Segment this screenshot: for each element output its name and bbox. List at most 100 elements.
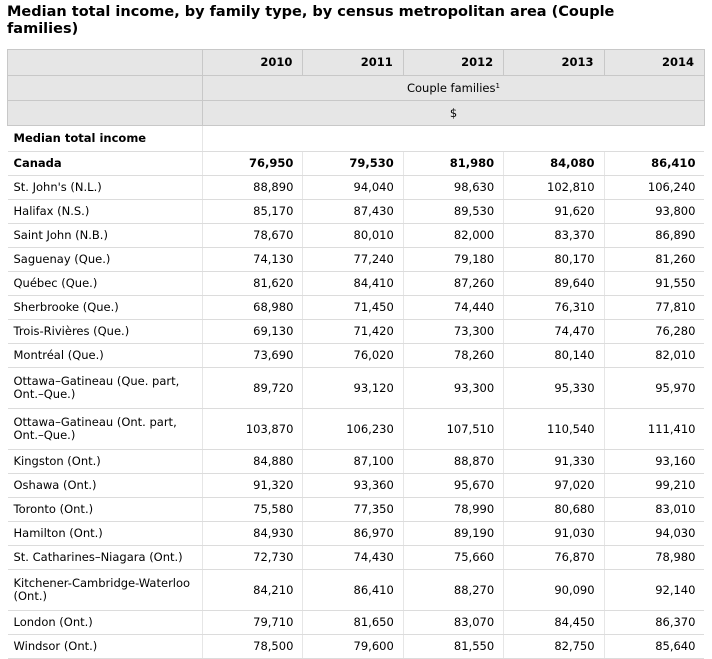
value-cell-2013: 89,640 — [503, 271, 605, 296]
row-label: Toronto (Ont.) — [7, 497, 203, 522]
value-cell-2014: 95,970 — [603, 367, 705, 409]
value-cell-2013: 110,540 — [503, 408, 605, 450]
family-type-label: Couple families — [406, 80, 496, 95]
value-cell-2011: 93,120 — [302, 367, 404, 409]
value-cell-2010: 78,670 — [201, 223, 303, 248]
value-cell-2010: 88,890 — [201, 175, 303, 200]
year-header-row: 2010 2011 2012 2013 2014 — [7, 49, 705, 76]
income-table: 2010 2011 2012 2013 2014 Couple families… — [7, 49, 705, 659]
value-cell-2010: 68,980 — [201, 295, 303, 320]
page-title: Median total income, by family type, by … — [7, 4, 615, 37]
value-cell-2011: 74,430 — [302, 545, 404, 570]
value-cell-2012: 88,270 — [402, 569, 504, 611]
value-cell-2014: 76,280 — [603, 319, 705, 344]
value-cell-2013: 97,020 — [503, 473, 605, 498]
row-label: Ottawa–Gatineau (Que. part, Ont.–Que.) — [7, 367, 203, 409]
row-label: St. Catharines–Niagara (Ont.) — [7, 545, 203, 570]
value-cell-2014: 111,410 — [603, 408, 705, 450]
value-cell-2014: 86,890 — [603, 223, 705, 248]
unit-header-row: $ — [7, 100, 705, 126]
header-blank-cell — [7, 75, 203, 101]
value-cell-2012: 75,660 — [402, 545, 504, 570]
value-cell-2013: 74,470 — [503, 319, 605, 344]
value-cell-2014: 92,140 — [603, 569, 705, 611]
value-cell-2011: 84,410 — [302, 271, 404, 296]
value-cell-2011: 76,020 — [302, 343, 404, 368]
value-cell-2010: 91,320 — [201, 473, 303, 498]
value-cell-2014: 106,240 — [603, 175, 705, 200]
value-cell-2013: 76,870 — [503, 545, 605, 570]
value-cell-2012: 78,990 — [402, 497, 504, 522]
value-cell-2010: 89,720 — [201, 367, 303, 409]
value-cell-2011: 81,650 — [302, 610, 404, 635]
table-row: Kingston (Ont.) 84,880 87,100 88,870 91,330 9… — [7, 449, 705, 474]
header-corner-cell — [7, 49, 203, 76]
value-cell-2014: 91,550 — [603, 271, 705, 296]
row-label: Saguenay (Que.) — [7, 247, 203, 272]
table-row: Canada 76,950 79,530 81,980 84,080 86,410 — [7, 151, 705, 176]
value-cell-2013: 90,090 — [503, 569, 605, 611]
value-cell-2014: 86,370 — [603, 610, 705, 635]
value-cell-2013: 82,750 — [503, 634, 605, 659]
row-label: Windsor (Ont.) — [7, 634, 203, 659]
value-cell-2012: 87,260 — [402, 271, 504, 296]
value-cell-2014: 93,800 — [603, 199, 705, 224]
value-cell-2014: 82,010 — [603, 343, 705, 368]
value-cell-2014: 77,810 — [603, 295, 705, 320]
header-blank-cell — [7, 100, 203, 126]
value-cell-2012: 89,190 — [402, 521, 504, 546]
value-cell-2012: 89,530 — [402, 199, 504, 224]
value-cell-2012: 79,180 — [402, 247, 504, 272]
table-row: Sherbrooke (Que.) 68,980 71,450 74,440 76,31… — [7, 295, 705, 320]
row-label: Kingston (Ont.) — [7, 449, 203, 474]
table-row: Montréal (Que.) 73,690 76,020 78,260 80,140 8… — [7, 343, 705, 368]
value-cell-2011: 79,530 — [302, 151, 404, 176]
family-type-header-row: Couple families1 — [7, 75, 705, 101]
value-cell-2012: 73,300 — [402, 319, 504, 344]
value-cell-2010: 76,950 — [201, 151, 303, 176]
value-cell-2014: 78,980 — [603, 545, 705, 570]
table-row: Trois-Rivières (Que.) 69,130 71,420 73,300 7… — [7, 319, 705, 344]
table-row: Toronto (Ont.) 75,580 77,350 78,990 80,680 83… — [7, 497, 705, 522]
table-row: Ottawa–Gatineau (Ont. part, Ont.–Que.) 10… — [7, 408, 705, 450]
value-cell-2010: 81,620 — [201, 271, 303, 296]
value-cell-2010: 74,130 — [201, 247, 303, 272]
value-cell-2011: 77,350 — [302, 497, 404, 522]
row-label: Canada — [7, 151, 203, 176]
column-header-2013: 2013 — [503, 49, 605, 76]
value-cell-2011: 79,600 — [302, 634, 404, 659]
value-cell-2011: 80,010 — [302, 223, 404, 248]
value-cell-2013: 95,330 — [503, 367, 605, 409]
value-cell-2014: 85,640 — [603, 634, 705, 659]
section-label: Median total income — [7, 125, 203, 152]
row-label: St. John's (N.L.) — [7, 175, 203, 200]
table-row: St. John's (N.L.) 88,890 94,040 98,630 102,8… — [7, 175, 705, 200]
column-header-2011: 2011 — [302, 49, 404, 76]
value-cell-2010: 69,130 — [201, 319, 303, 344]
value-cell-2013: 84,080 — [503, 151, 605, 176]
value-cell-2012: 98,630 — [402, 175, 504, 200]
table-row: Ottawa–Gatineau (Que. part, Ont.–Que.) 89… — [7, 367, 705, 409]
row-label: Ottawa–Gatineau (Ont. part, Ont.–Que.) — [7, 408, 203, 450]
value-cell-2012: 81,980 — [402, 151, 504, 176]
value-cell-2010: 103,870 — [201, 408, 303, 450]
value-cell-2010: 85,170 — [201, 199, 303, 224]
value-cell-2013: 91,030 — [503, 521, 605, 546]
footnote-marker[interactable]: 1 — [495, 81, 500, 90]
row-label: London (Ont.) — [7, 610, 203, 635]
table-row: Québec (Que.) 81,620 84,410 87,260 89,640 91,… — [7, 271, 705, 296]
value-cell-2012: 107,510 — [402, 408, 504, 450]
value-cell-2011: 94,040 — [302, 175, 404, 200]
value-cell-2014: 99,210 — [603, 473, 705, 498]
table-row: Oshawa (Ont.) 91,320 93,360 95,670 97,020 99,… — [7, 473, 705, 498]
value-cell-2012: 83,070 — [402, 610, 504, 635]
value-cell-2011: 71,420 — [302, 319, 404, 344]
value-cell-2013: 76,310 — [503, 295, 605, 320]
value-cell-2014: 86,410 — [603, 151, 705, 176]
row-label: Halifax (N.S.) — [7, 199, 203, 224]
value-cell-2012: 82,000 — [402, 223, 504, 248]
table-row: Windsor (Ont.) 78,500 79,600 81,550 82,750 85… — [7, 634, 705, 659]
section-row: Median total income — [7, 125, 705, 152]
value-cell-2011: 86,970 — [302, 521, 404, 546]
table-row: Halifax (N.S.) 85,170 87,430 89,530 91,620 93… — [7, 199, 705, 224]
